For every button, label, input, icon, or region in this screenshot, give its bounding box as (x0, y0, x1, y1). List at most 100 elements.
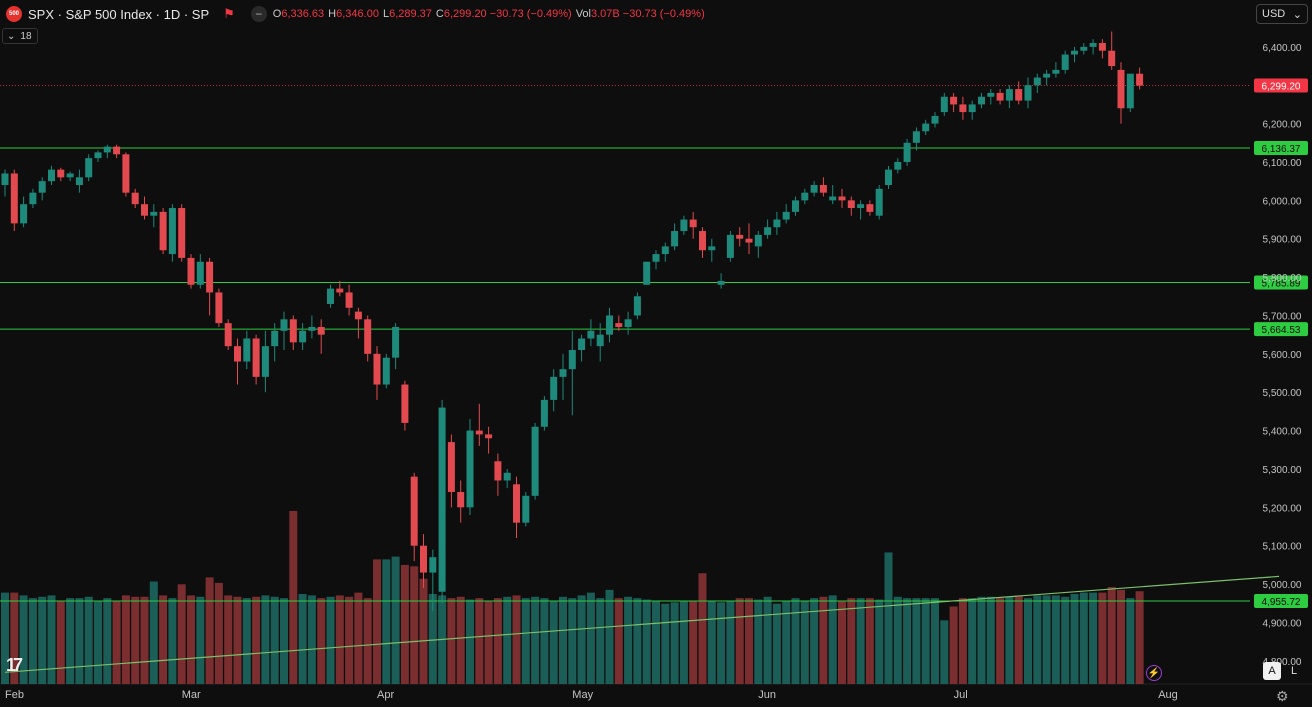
candle-body (345, 292, 353, 308)
price-tick-label: 5,100.00 (1263, 542, 1302, 553)
log-scale-button[interactable]: L (1290, 665, 1298, 677)
time-tick-label: Jun (758, 689, 776, 701)
tradingview-logo-icon[interactable]: 17 (6, 655, 23, 675)
candle-body (1080, 46, 1088, 51)
ohlc-key: L (382, 8, 390, 20)
volume-bar (484, 600, 493, 684)
candle-body (29, 192, 37, 205)
candle-body (113, 146, 121, 155)
candle-body (550, 376, 558, 400)
candle-body (606, 315, 613, 335)
price-tick-label: 5,000.00 (1263, 580, 1302, 591)
price-tick-label: 5,700.00 (1263, 311, 1302, 322)
volume-bar (838, 600, 846, 684)
candle-body (317, 326, 325, 335)
candle-body (466, 430, 474, 508)
candle-body (354, 311, 362, 320)
candle-body (643, 261, 651, 285)
volume-bar (149, 581, 158, 684)
candle-body (10, 173, 18, 224)
indicator-toggle[interactable]: ⌄ 18 (2, 28, 38, 44)
candle-body (447, 442, 455, 492)
candle-body (875, 188, 883, 216)
volume-bar (624, 596, 633, 684)
candle-body (1043, 73, 1051, 78)
volume-bar (447, 598, 456, 684)
candle-body (1005, 89, 1013, 101)
volume-bar (363, 598, 372, 684)
candle-body (159, 211, 167, 251)
flag-icon[interactable]: ⚑ (223, 6, 235, 21)
candle-body (903, 142, 911, 162)
candle-body (596, 334, 604, 347)
candle-body (48, 169, 55, 182)
volume-bar (140, 596, 149, 684)
volume-bar (270, 596, 279, 684)
volume-bar (996, 598, 1005, 684)
volume-bar (1126, 598, 1135, 684)
spx-logo-icon[interactable]: 500 (6, 6, 22, 22)
price-tick-label: 6,000.00 (1263, 196, 1302, 207)
candle-body (810, 185, 818, 193)
ohlc-key: Vol (575, 8, 591, 20)
ohlc-value: 6,346.00 (336, 8, 379, 20)
volume-bar (289, 510, 298, 684)
volume-bar (335, 595, 344, 684)
candle-body (1108, 50, 1116, 67)
volume-bar (521, 598, 530, 684)
candle-body (940, 96, 948, 113)
currency-label: USD (1262, 8, 1286, 20)
candle-body (457, 491, 465, 508)
lightning-icon[interactable]: ⚡ (1146, 665, 1162, 681)
candle-body (66, 173, 74, 178)
candle-body (671, 231, 679, 247)
volume-bar (884, 552, 893, 684)
dropdown-icon: ⌄ (1292, 8, 1302, 21)
volume-bar (233, 596, 242, 684)
line-price-label: 4,955.72 (1262, 597, 1301, 608)
candle-body (931, 115, 939, 124)
candle-body (764, 227, 772, 235)
gear-icon[interactable]: ⚙ (1276, 688, 1289, 704)
candle-body (94, 152, 102, 159)
volume-bar (661, 603, 670, 684)
volume-bar (568, 598, 577, 684)
volume-bar (772, 603, 781, 684)
volume-bar (828, 595, 837, 684)
candle-body (1126, 73, 1134, 109)
candle-body (847, 200, 855, 209)
price-tick-label: 5,200.00 (1263, 503, 1302, 514)
volume-bar (428, 594, 437, 684)
auto-scale-button[interactable]: A (1263, 662, 1281, 680)
volume-bar (66, 598, 75, 684)
candle-body (736, 234, 744, 239)
candle-body (968, 104, 976, 113)
volume-bar (503, 596, 512, 684)
candle-body (178, 208, 186, 258)
volume-bar (466, 599, 474, 684)
indicator-count: 18 (20, 30, 32, 42)
time-tick-label: Jul (954, 689, 968, 701)
ohlc-value: 6,289.37 (389, 8, 432, 20)
candle-body (1098, 43, 1106, 51)
volume-bar (410, 566, 419, 684)
symbol-title[interactable]: SPX · S&P 500 Index · 1D · SP (28, 6, 210, 22)
time-tick-label: May (572, 689, 593, 701)
candle-body (420, 545, 427, 573)
volume-bar (893, 596, 902, 684)
volume-bar (791, 598, 800, 684)
candle-body (829, 196, 837, 201)
volume-bar (280, 598, 288, 684)
collapse-icon[interactable]: − (250, 6, 267, 22)
candle-body (1024, 85, 1032, 101)
candle-body (866, 204, 874, 212)
volume-bar (986, 596, 995, 684)
candle-body (75, 177, 83, 185)
line-price-tag (1254, 141, 1308, 156)
price-tick-label: 5,500.00 (1263, 388, 1302, 399)
currency-select[interactable]: USD ⌄ (1256, 4, 1308, 24)
volume-bar (131, 596, 140, 684)
candle-body (1061, 54, 1069, 70)
volume-bar (642, 599, 651, 684)
